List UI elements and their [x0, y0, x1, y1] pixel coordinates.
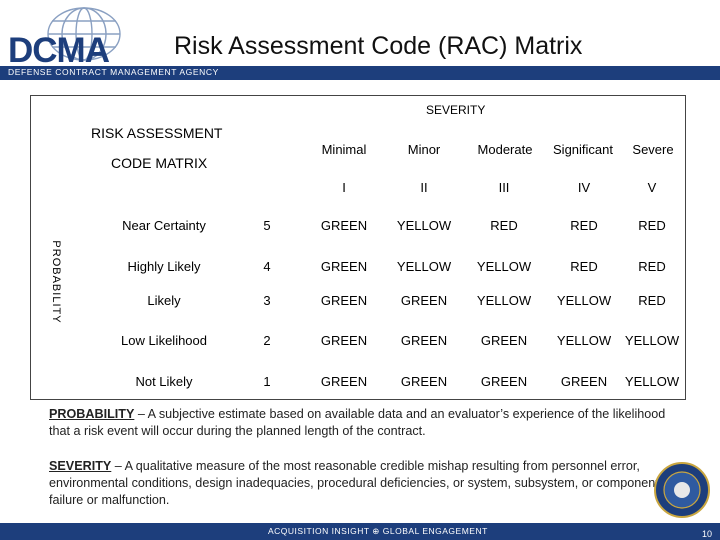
- severity-column-numeral: IV: [577, 180, 591, 195]
- severity-column-numeral: V: [647, 180, 657, 195]
- rac-cell: GREEN: [480, 333, 528, 348]
- agency-banner: DEFENSE CONTRACT MANAGEMENT AGENCY: [0, 66, 720, 80]
- severity-definition-text: – A qualitative measure of the most reas…: [49, 459, 659, 507]
- rac-cell: GREEN: [320, 293, 368, 308]
- rac-matrix: [30, 95, 686, 400]
- severity-header: SEVERITY: [426, 103, 486, 117]
- severity-definition: SEVERITY – A qualitative measure of the …: [49, 458, 689, 509]
- rac-cell: YELLOW: [396, 259, 452, 274]
- probability-level: 2: [263, 333, 271, 348]
- rac-cell: RED: [570, 218, 598, 233]
- severity-column-name: Minimal: [321, 142, 367, 157]
- severity-column-numeral: III: [498, 180, 510, 195]
- matrix-title-line1: RISK ASSESSMENT: [91, 125, 223, 141]
- rac-cell: GREEN: [480, 374, 528, 389]
- rac-cell: YELLOW: [624, 333, 680, 348]
- rac-cell: YELLOW: [556, 333, 612, 348]
- rac-cell: GREEN: [320, 374, 368, 389]
- rac-cell: GREEN: [320, 259, 368, 274]
- probability-row-label: Near Certainty: [122, 218, 206, 233]
- severity-column-numeral: II: [420, 180, 428, 195]
- rac-cell: RED: [638, 293, 666, 308]
- probability-term: PROBABILITY: [49, 407, 135, 421]
- severity-term: SEVERITY: [49, 459, 112, 473]
- page-title: Risk Assessment Code (RAC) Matrix: [174, 32, 583, 60]
- matrix-title-line2: CODE MATRIX: [111, 155, 208, 171]
- dcma-globe-logo: [47, 7, 121, 61]
- agency-name: DEFENSE CONTRACT MANAGEMENT AGENCY: [8, 67, 219, 77]
- probability-axis-label: PROBABILITY: [50, 240, 62, 324]
- rac-cell: GREEN: [560, 374, 608, 389]
- rac-cell: GREEN: [400, 293, 448, 308]
- rac-cell: GREEN: [320, 218, 368, 233]
- rac-cell: YELLOW: [476, 259, 532, 274]
- probability-definition-text: – A subjective estimate based on availab…: [49, 407, 666, 438]
- footer-tagline: ACQUISITION INSIGHT ⊕ GLOBAL ENGAGEMENT: [268, 526, 488, 536]
- probability-row-label: Not Likely: [135, 374, 193, 389]
- rac-cell: YELLOW: [476, 293, 532, 308]
- rac-cell: RED: [638, 218, 666, 233]
- rac-cell: GREEN: [400, 374, 448, 389]
- probability-row-label: Low Likelihood: [120, 333, 208, 348]
- rac-cell: RED: [638, 259, 666, 274]
- rac-cell: RED: [490, 218, 518, 233]
- severity-column-name: Moderate: [477, 142, 533, 157]
- footer-banner: ACQUISITION INSIGHT ⊕ GLOBAL ENGAGEMENT: [0, 523, 720, 540]
- severity-column-name: Minor: [407, 142, 441, 157]
- probability-level: 5: [263, 218, 271, 233]
- probability-definition: PROBABILITY – A subjective estimate base…: [49, 406, 689, 440]
- dcma-seal-icon: [654, 462, 710, 518]
- probability-row-label: Highly Likely: [127, 259, 201, 274]
- probability-row-label: Likely: [147, 293, 181, 308]
- rac-cell: RED: [570, 259, 598, 274]
- rac-cell: YELLOW: [556, 293, 612, 308]
- rac-cell: GREEN: [320, 333, 368, 348]
- probability-level: 4: [263, 259, 271, 274]
- dcma-logo-text: DCMA: [8, 31, 110, 70]
- probability-level: 1: [263, 374, 271, 389]
- rac-cell: GREEN: [400, 333, 448, 348]
- severity-column-name: Severe: [632, 142, 674, 157]
- rac-cell: YELLOW: [624, 374, 680, 389]
- page-number: 10: [701, 529, 712, 539]
- probability-level: 3: [263, 293, 271, 308]
- rac-cell: YELLOW: [396, 218, 452, 233]
- severity-column-numeral: I: [342, 180, 346, 195]
- severity-column-name: Significant: [553, 142, 613, 157]
